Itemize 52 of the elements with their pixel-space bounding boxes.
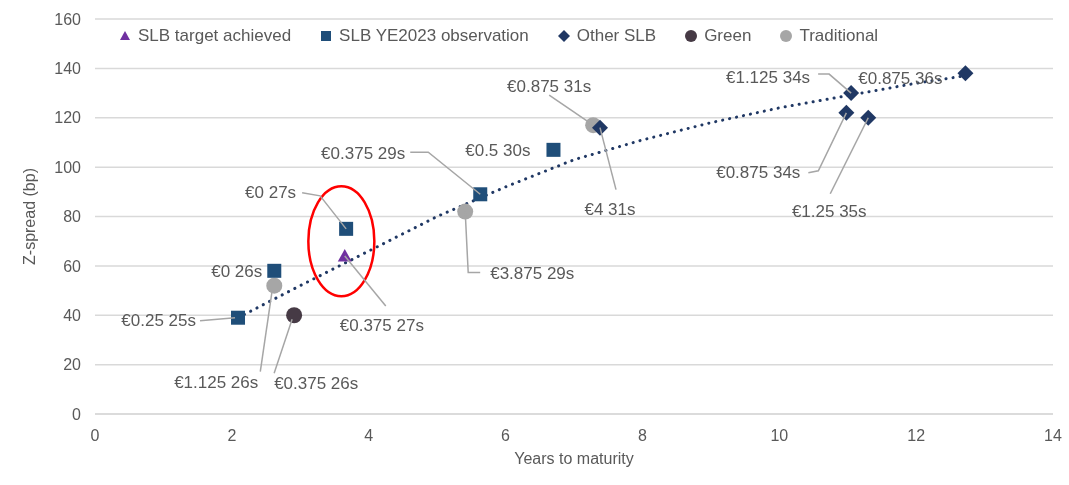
point bbox=[266, 277, 283, 294]
annotation: €0 27s bbox=[245, 183, 297, 203]
y-tick-label: 40 bbox=[63, 306, 82, 324]
y-axis-title: Z-spread (bp) bbox=[20, 168, 38, 265]
y-tick-label: 0 bbox=[72, 405, 82, 423]
y-tick-label: 120 bbox=[54, 109, 82, 127]
annotation: €0.875 31s bbox=[507, 76, 592, 96]
annotation: €1.25 35s bbox=[791, 202, 867, 222]
point bbox=[286, 307, 303, 324]
point bbox=[267, 263, 282, 278]
annotation: €0.875 36s bbox=[858, 68, 943, 88]
x-tick-label: 10 bbox=[770, 427, 789, 445]
x-axis-title: Years to maturity bbox=[514, 450, 634, 467]
annotation: €0.375 26s bbox=[274, 373, 359, 393]
y-tick-label: 20 bbox=[63, 356, 82, 374]
point bbox=[592, 119, 608, 136]
legend-label: Green bbox=[704, 26, 752, 46]
x-tick-label: 12 bbox=[907, 427, 926, 445]
annotation: €0.25 25s bbox=[121, 311, 197, 331]
annotation: €3.875 29s bbox=[490, 264, 575, 284]
annotation: €0.5 30s bbox=[465, 141, 531, 161]
point bbox=[546, 142, 561, 157]
point bbox=[860, 109, 877, 126]
legend-label: Other SLB bbox=[576, 26, 657, 46]
annotation: €0.875 34s bbox=[716, 163, 801, 183]
x-tick-label: 14 bbox=[1044, 427, 1062, 445]
point bbox=[473, 187, 488, 202]
x-tick-label: 2 bbox=[227, 427, 237, 445]
annotation: €0.375 27s bbox=[339, 315, 424, 335]
x-tick-label: 0 bbox=[90, 427, 100, 445]
annotation: €0.375 29s bbox=[321, 143, 406, 163]
x-tick-label: 8 bbox=[637, 427, 647, 445]
point bbox=[231, 310, 246, 325]
y-tick-label: 160 bbox=[54, 10, 82, 28]
point bbox=[957, 65, 974, 82]
point bbox=[843, 85, 860, 102]
legend-label: SLB target achieved bbox=[138, 26, 292, 46]
annotation: €1.125 26s bbox=[174, 373, 259, 393]
x-tick-label: 4 bbox=[364, 427, 374, 445]
annotation: €1.125 34s bbox=[726, 67, 811, 87]
annotation: €4 31s bbox=[584, 200, 636, 220]
y-tick-label: 80 bbox=[63, 208, 82, 226]
point bbox=[838, 104, 855, 121]
point bbox=[457, 203, 474, 220]
legend-label: Traditional bbox=[799, 26, 879, 46]
annotation: €0 26s bbox=[211, 262, 263, 282]
y-tick-label: 60 bbox=[63, 257, 82, 275]
legend-label: SLB YE2023 observation bbox=[339, 26, 529, 46]
y-tick-label: 140 bbox=[54, 60, 82, 78]
point bbox=[339, 221, 354, 236]
x-tick-label: 6 bbox=[501, 427, 511, 445]
y-tick-label: 100 bbox=[54, 158, 82, 176]
